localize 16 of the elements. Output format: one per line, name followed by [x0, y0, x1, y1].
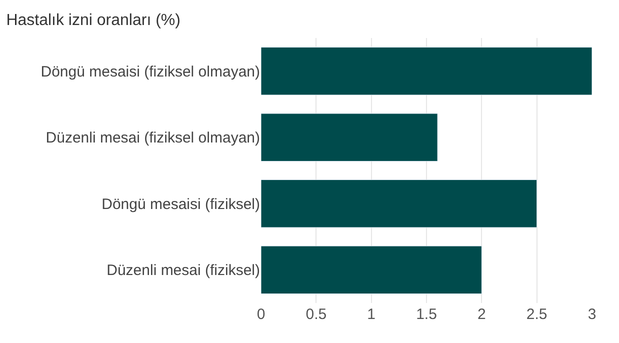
bar: [261, 180, 538, 228]
x-tick-label: 1: [367, 306, 376, 323]
x-tick-label: 2: [478, 306, 486, 323]
y-tick-label: Düzenli mesai (fiziksel olmayan): [46, 130, 260, 147]
x-tick-label: 2.5: [526, 306, 548, 323]
y-tick-label: Düzenli mesai (fiziksel): [106, 262, 260, 280]
x-tick-label: 3: [588, 306, 596, 323]
x-tick-label: 1.5: [416, 306, 437, 323]
y-tick-label: Döngü mesaisi (fiziksel olmayan): [40, 63, 260, 80]
bar: [261, 113, 438, 162]
x-tick-label: 0: [256, 306, 266, 323]
x-tick-label: 0.5: [306, 306, 327, 323]
bar: [261, 47, 592, 96]
bar: [261, 246, 482, 294]
y-tick-label: Döngü mesaisi (fiziksel): [102, 196, 260, 213]
text: Hastalık izni oranları (%): [6, 12, 180, 29]
